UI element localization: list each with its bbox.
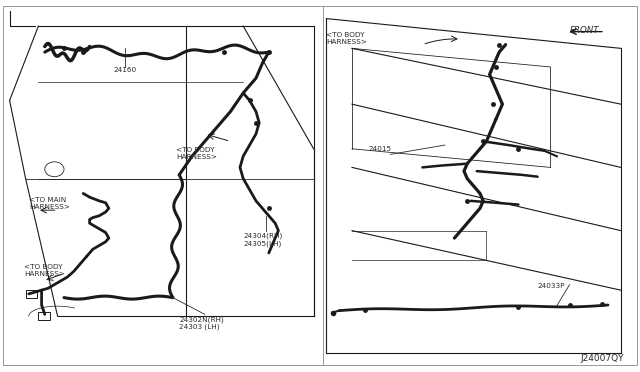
Ellipse shape bbox=[45, 162, 64, 177]
Text: <TO BODY
HARNESS>: <TO BODY HARNESS> bbox=[326, 32, 367, 45]
Text: 24033P: 24033P bbox=[538, 283, 565, 289]
Text: <TO BODY
HARNESS>: <TO BODY HARNESS> bbox=[24, 264, 65, 277]
Text: 24304(RH)
24305(LH): 24304(RH) 24305(LH) bbox=[243, 232, 282, 247]
Text: 24160: 24160 bbox=[113, 67, 136, 73]
Bar bbox=[38, 312, 50, 320]
Text: <TO BODY
HARNESS>: <TO BODY HARNESS> bbox=[176, 147, 217, 160]
Bar bbox=[26, 290, 37, 298]
Text: FRONT: FRONT bbox=[570, 26, 599, 35]
Text: <TO MAIN
HARNESS>: <TO MAIN HARNESS> bbox=[29, 197, 70, 210]
Text: J24007QY: J24007QY bbox=[580, 354, 624, 363]
Text: 24015: 24015 bbox=[368, 146, 391, 152]
Text: 24302N(RH)
24303 (LH): 24302N(RH) 24303 (LH) bbox=[179, 316, 224, 330]
